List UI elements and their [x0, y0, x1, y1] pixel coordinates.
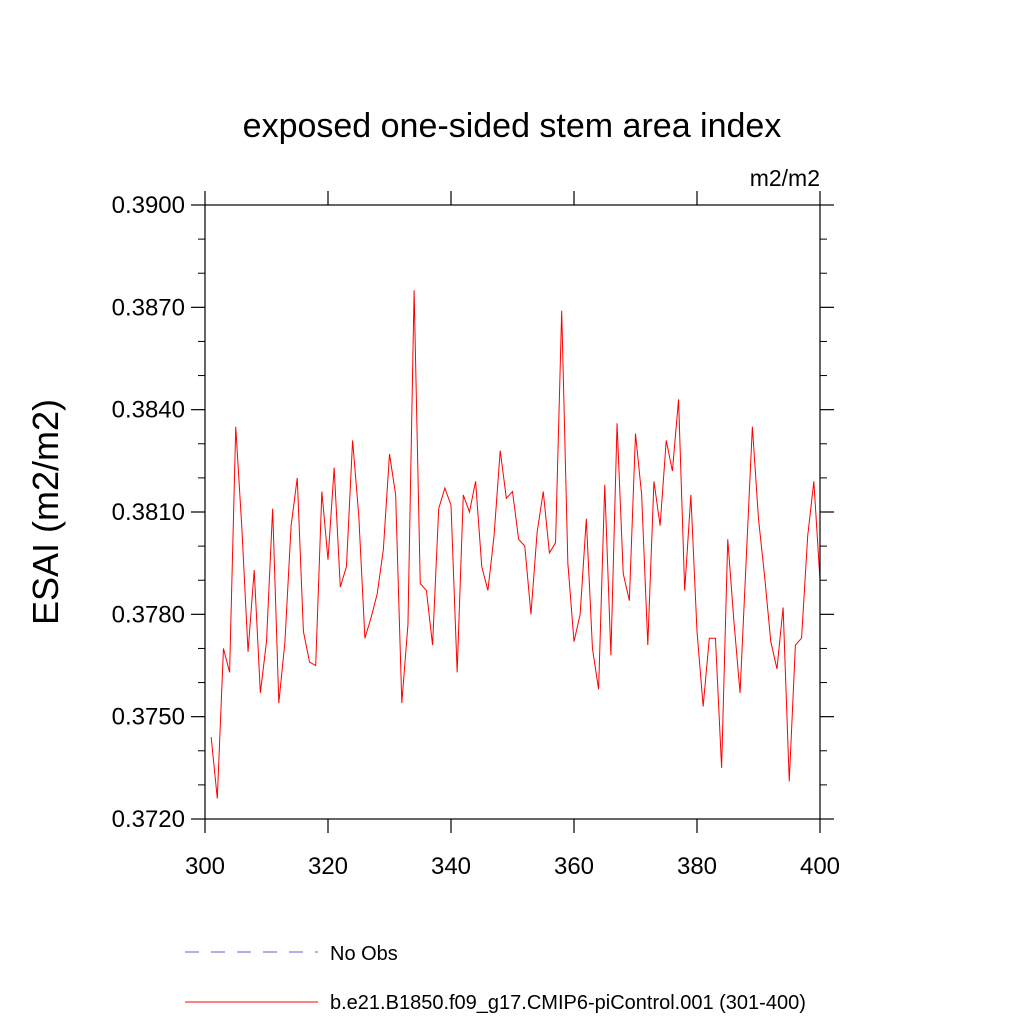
y-tick-label: 0.3870	[112, 294, 185, 321]
plot-frame	[204, 204, 821, 820]
axis-ticks	[191, 191, 834, 833]
y-tick-label: 0.3900	[112, 192, 185, 219]
y-tick-label: 0.3720	[112, 806, 185, 833]
y-tick-labels: 0.3720 0.3750 0.3780 0.3810 0.3840 0.3870 0.39…	[112, 192, 185, 833]
series-line-picontrol	[210, 290, 821, 799]
y-tick-label: 0.3840	[112, 397, 185, 424]
series-lines	[210, 290, 821, 799]
x-tick-label: 400	[800, 853, 840, 880]
y-tick-label: 0.3810	[112, 499, 185, 526]
x-tick-labels: 300 320 340 360 380 400	[185, 853, 840, 880]
x-tick-label: 300	[185, 853, 225, 880]
x-tick-label: 340	[431, 853, 471, 880]
y-tick-label: 0.3750	[112, 704, 185, 731]
legend-label-no-obs: No Obs	[330, 943, 398, 965]
x-tick-label: 380	[677, 853, 717, 880]
legend: No Obs b.e21.B1850.f09_g17.CMIP6-piContr…	[185, 943, 806, 1014]
y-tick-label: 0.3780	[112, 601, 185, 628]
legend-label-picontrol: b.e21.B1850.f09_g17.CMIP6-piControl.001 …	[330, 992, 806, 1014]
chart-title: exposed one-sided stem area index	[243, 107, 782, 145]
units-label: m2/m2	[750, 165, 820, 191]
x-tick-label: 360	[554, 853, 594, 880]
y-axis-label: ESAI (m2/m2)	[25, 399, 66, 625]
x-tick-label: 320	[308, 853, 348, 880]
